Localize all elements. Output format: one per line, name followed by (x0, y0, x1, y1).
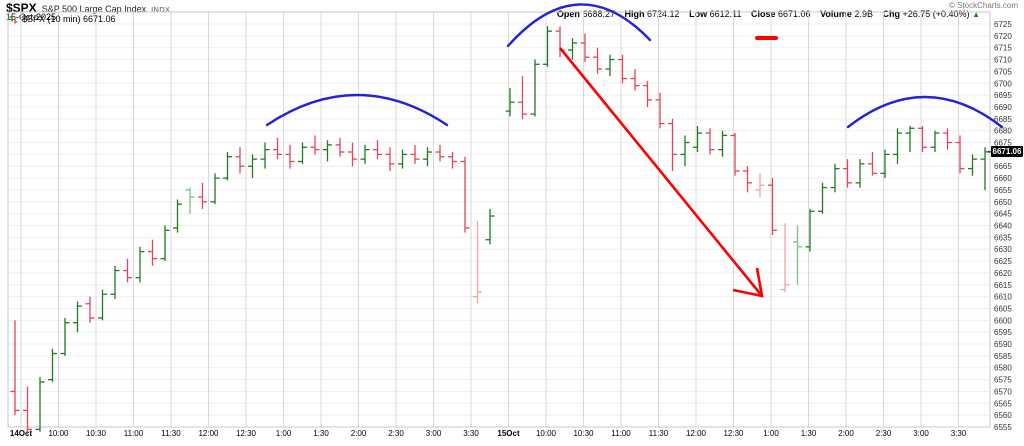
svg-text:6580: 6580 (994, 364, 1012, 373)
svg-text:6655: 6655 (994, 186, 1012, 195)
svg-text:6725: 6725 (994, 20, 1012, 29)
svg-text:6705: 6705 (994, 67, 1012, 76)
svg-text:6570: 6570 (994, 387, 1012, 396)
svg-text:11:30: 11:30 (161, 429, 181, 438)
svg-text:6615: 6615 (994, 281, 1012, 290)
svg-text:6555: 6555 (994, 423, 1012, 432)
svg-text:2:30: 2:30 (388, 429, 404, 438)
svg-text:6585: 6585 (994, 352, 1012, 361)
stockcharts-credit: © StockCharts.com (948, 1, 1018, 10)
open-value: 6688.27 (582, 9, 615, 19)
svg-text:6595: 6595 (994, 328, 1012, 337)
svg-text:6645: 6645 (994, 210, 1012, 219)
svg-text:1:00: 1:00 (276, 429, 292, 438)
svg-text:6600: 6600 (994, 316, 1012, 325)
svg-text:6560: 6560 (994, 411, 1012, 420)
legend-text: $SPX (10 min) 6671.06 (22, 14, 116, 24)
chart-date-label: 15-Oct-2025 (6, 12, 57, 22)
svg-text:1:00: 1:00 (763, 429, 779, 438)
svg-text:6605: 6605 (994, 304, 1012, 313)
svg-text:6700: 6700 (994, 79, 1012, 88)
svg-text:6710: 6710 (994, 56, 1012, 65)
svg-text:6630: 6630 (994, 245, 1012, 254)
svg-text:3:30: 3:30 (463, 429, 479, 438)
svg-text:6620: 6620 (994, 269, 1012, 278)
close-value: 6671.06 (778, 9, 811, 19)
change-up-triangle-icon: ▲ (972, 10, 980, 19)
svg-text:10:00: 10:00 (536, 429, 557, 438)
legend-bars-icon (9, 15, 18, 24)
high-label: High (624, 9, 645, 19)
symbol-name-label: S&P 500 Large Cap Index (41, 4, 147, 14)
svg-text:6690: 6690 (994, 103, 1012, 112)
svg-text:6590: 6590 (994, 340, 1012, 349)
svg-text:6665: 6665 (994, 162, 1012, 171)
svg-text:6650: 6650 (994, 198, 1012, 207)
svg-text:2:30: 2:30 (876, 429, 892, 438)
svg-text:11:30: 11:30 (649, 429, 669, 438)
svg-text:10:30: 10:30 (573, 429, 594, 438)
svg-text:6675: 6675 (994, 139, 1012, 148)
exchange-label: INDX (151, 5, 171, 14)
svg-text:6685: 6685 (994, 115, 1012, 124)
svg-text:6635: 6635 (994, 233, 1012, 242)
svg-text:12:30: 12:30 (236, 429, 257, 438)
svg-text:6720: 6720 (994, 32, 1012, 41)
svg-text:3:00: 3:00 (426, 429, 442, 438)
svg-text:11:00: 11:00 (124, 429, 144, 438)
low-value: 6612.11 (709, 9, 742, 19)
svg-text:6660: 6660 (994, 174, 1012, 183)
svg-text:2:00: 2:00 (351, 429, 367, 438)
close-label: Close (751, 9, 776, 19)
svg-text:10:00: 10:00 (48, 429, 69, 438)
svg-text:6575: 6575 (994, 376, 1012, 385)
volume-label: Volume (820, 9, 852, 19)
low-label: Low (689, 9, 708, 19)
svg-text:15Oct: 15Oct (497, 429, 520, 438)
svg-text:11:00: 11:00 (611, 429, 631, 438)
svg-text:6565: 6565 (994, 399, 1012, 408)
high-value: 6724.12 (647, 9, 680, 19)
svg-text:10:30: 10:30 (86, 429, 107, 438)
svg-text:14Oct: 14Oct (10, 429, 33, 438)
svg-text:1:30: 1:30 (801, 429, 817, 438)
svg-text:3:00: 3:00 (913, 429, 929, 438)
svg-text:1:30: 1:30 (313, 429, 329, 438)
last-price-tag: 6671.06 (991, 146, 1023, 157)
open-label: Open (556, 9, 580, 19)
ohlc-summary: Open 6688.27 High 6724.12 Low 6612.11 Cl… (557, 9, 980, 19)
svg-text:2:00: 2:00 (838, 429, 854, 438)
volume-value: 2.9B (854, 9, 873, 19)
svg-text:12:00: 12:00 (686, 429, 707, 438)
svg-text:6695: 6695 (994, 91, 1012, 100)
svg-text:6640: 6640 (994, 222, 1012, 231)
chg-label: Chg (882, 9, 900, 19)
chart-legend: $SPX (10 min) 6671.06 (9, 14, 116, 24)
svg-text:6680: 6680 (994, 127, 1012, 136)
svg-text:6610: 6610 (994, 293, 1012, 302)
chg-value: +26.75 (+0.40%) (902, 9, 970, 19)
svg-text:6715: 6715 (994, 44, 1012, 53)
svg-text:6625: 6625 (994, 257, 1012, 266)
svg-text:12:30: 12:30 (723, 429, 744, 438)
svg-text:3:30: 3:30 (951, 429, 967, 438)
svg-text:12:00: 12:00 (198, 429, 219, 438)
